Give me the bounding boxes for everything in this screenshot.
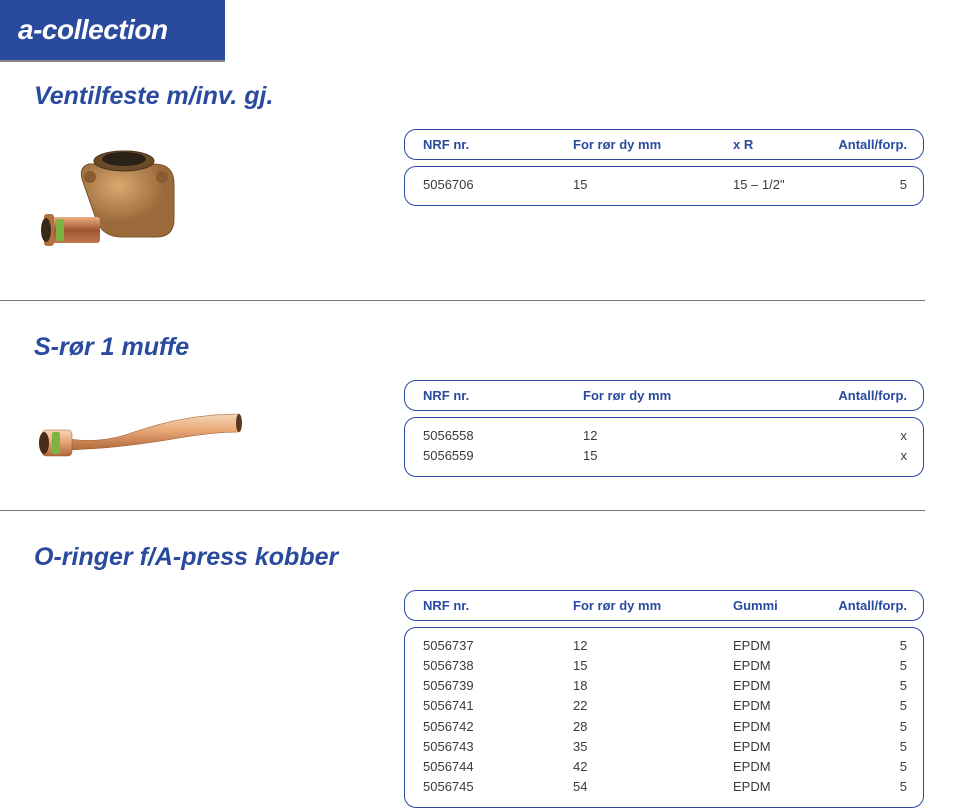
table-row: 5056741 22 EPDM 5 (423, 696, 905, 716)
section-sror: S-rør 1 muffe NRF nr. (34, 333, 924, 380)
cell: 15 (573, 175, 733, 195)
col-qty: Antall/forp. (783, 388, 907, 403)
cell: 12 (583, 426, 783, 446)
table: NRF nr. For rør dy mm Antall/forp. 50565… (404, 380, 924, 477)
cell: 54 (573, 777, 733, 797)
col-dim: For rør dy mm (583, 388, 783, 403)
cell: x (783, 426, 907, 446)
table-body: 5056558 12 x 5056559 15 x (404, 417, 924, 477)
cell: 5056737 (423, 636, 573, 656)
table-header: NRF nr. For rør dy mm Gummi Antall/forp. (404, 590, 924, 621)
cell: 12 (573, 636, 733, 656)
table-row: 5056739 18 EPDM 5 (423, 676, 905, 696)
table-row: 5056745 54 EPDM 5 (423, 777, 905, 797)
section-title: O-ringer f/A-press kobber (34, 543, 924, 572)
cell: 5056743 (423, 737, 573, 757)
cell: 22 (573, 696, 733, 716)
cell: 5 (833, 696, 907, 716)
col-qty: Antall/forp. (833, 598, 907, 613)
brand-banner: a-collection (0, 0, 225, 60)
col-qty: Antall/forp. (833, 137, 907, 152)
cell: 5056706 (423, 175, 573, 195)
cell: 5 (833, 636, 907, 656)
section-oringer: O-ringer f/A-press kobber NRF nr. For rø… (34, 543, 924, 590)
cell: EPDM (733, 717, 833, 737)
cell: x (783, 446, 907, 466)
col-xr: x R (733, 137, 833, 152)
cell: EPDM (733, 636, 833, 656)
cell: EPDM (733, 777, 833, 797)
cell: 15 (583, 446, 783, 466)
table-row: 5056706 15 15 – 1/2" 5 (423, 175, 905, 195)
cell: EPDM (733, 696, 833, 716)
cell: 5 (833, 777, 907, 797)
col-nrf: NRF nr. (423, 598, 573, 613)
cell: 5 (833, 757, 907, 777)
col-nrf: NRF nr. (423, 388, 583, 403)
cell: 5056744 (423, 757, 573, 777)
section-title: S-rør 1 muffe (34, 333, 924, 362)
table: NRF nr. For rør dy mm Gummi Antall/forp.… (404, 590, 924, 808)
cell: 42 (573, 757, 733, 777)
table-body: 5056737 12 EPDM 5 5056738 15 EPDM 5 5056… (404, 627, 924, 808)
col-gummi: Gummi (733, 598, 833, 613)
cell: 5056558 (423, 426, 583, 446)
table-row: 5056559 15 x (423, 446, 905, 466)
cell: EPDM (733, 656, 833, 676)
cell: 28 (573, 717, 733, 737)
cell: 5056741 (423, 696, 573, 716)
cell: 15 – 1/2" (733, 175, 833, 195)
cell: 5056745 (423, 777, 573, 797)
cell: 35 (573, 737, 733, 757)
cell: EPDM (733, 676, 833, 696)
cell: 18 (573, 676, 733, 696)
cell: 5056742 (423, 717, 573, 737)
cell: 5056739 (423, 676, 573, 696)
section-ventilfeste: Ventilfeste m/inv. gj. (34, 82, 924, 129)
table-body: 5056706 15 15 – 1/2" 5 (404, 166, 924, 206)
table-row: 5056744 42 EPDM 5 (423, 757, 905, 777)
col-nrf: NRF nr. (423, 137, 573, 152)
table: NRF nr. For rør dy mm x R Antall/forp. 5… (404, 129, 924, 206)
cell: 5 (833, 175, 907, 195)
divider (0, 510, 925, 511)
brand-logo-text: a-collection (18, 14, 168, 46)
cell: 5 (833, 656, 907, 676)
table-row: 5056743 35 EPDM 5 (423, 737, 905, 757)
product-image-ventilfeste (34, 129, 199, 264)
col-dim: For rør dy mm (573, 137, 733, 152)
cell: EPDM (733, 737, 833, 757)
section-title: Ventilfeste m/inv. gj. (34, 82, 924, 111)
table-row: 5056742 28 EPDM 5 (423, 717, 905, 737)
table-header: NRF nr. For rør dy mm Antall/forp. (404, 380, 924, 411)
cell: 5056738 (423, 656, 573, 676)
cell: 15 (573, 656, 733, 676)
cell: EPDM (733, 757, 833, 777)
table-row: 5056738 15 EPDM 5 (423, 656, 905, 676)
col-dim: For rør dy mm (573, 598, 733, 613)
table-row: 5056558 12 x (423, 426, 905, 446)
table-header: NRF nr. For rør dy mm x R Antall/forp. (404, 129, 924, 160)
cell: 5 (833, 737, 907, 757)
cell: 5 (833, 717, 907, 737)
product-image-sror (34, 390, 244, 465)
table-row: 5056737 12 EPDM 5 (423, 636, 905, 656)
cell: 5056559 (423, 446, 583, 466)
cell: 5 (833, 676, 907, 696)
divider (0, 300, 925, 301)
